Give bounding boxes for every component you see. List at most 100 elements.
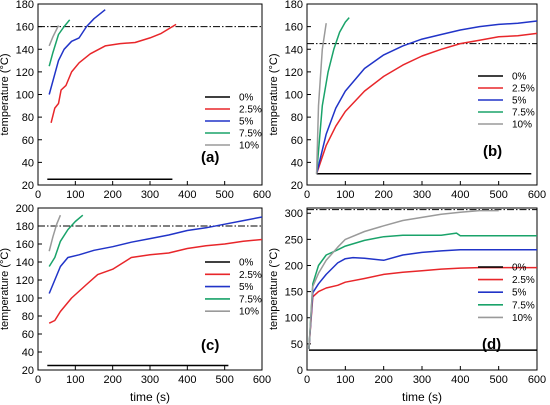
legend-label: 10% <box>239 141 259 152</box>
legend-label: 5% <box>239 117 254 128</box>
legend-label: 7.5% <box>239 294 262 305</box>
legend-label: 10% <box>512 313 532 324</box>
y-tick-label: 100 <box>285 313 303 325</box>
x-tick-label: 500 <box>215 374 233 386</box>
chart-panel-b: 0 100 200 300 400 500 600 20 40 60 80 100 120 140 160 1… <box>268 0 546 201</box>
x-tick-label: 300 <box>141 374 159 386</box>
y-tick-label: 120 <box>285 67 303 79</box>
x-tick-label: 500 <box>489 189 507 201</box>
y-tick-label: 180 <box>16 0 34 11</box>
legend-label: 2.5% <box>239 270 262 281</box>
legend-label: 5% <box>512 288 527 299</box>
series-line-5pct <box>49 10 105 95</box>
y-tick-label: 20 <box>22 365 34 377</box>
y-tick-label: 50 <box>291 339 303 351</box>
legend-label: 0% <box>239 258 254 269</box>
series-line-7-5pct <box>317 18 350 174</box>
plot-frame <box>307 4 537 185</box>
y-tick-label: 0 <box>297 365 303 377</box>
y-tick-label: 150 <box>285 287 303 299</box>
y-tick-label: 40 <box>22 347 34 359</box>
x-tick-label: 0 <box>35 374 41 386</box>
y-tick-label: 40 <box>291 157 303 169</box>
x-tick-label: 400 <box>178 374 196 386</box>
x-tick-label: 600 <box>528 189 546 201</box>
legend: 0%2.5%5%7.5%10% <box>205 93 262 152</box>
x-tick-label: 600 <box>253 374 271 386</box>
y-axis-label: temperature (°C) <box>0 53 11 135</box>
y-tick-label: 80 <box>22 112 34 124</box>
x-tick-label: 200 <box>374 374 392 386</box>
y-tick-label: 20 <box>291 180 303 192</box>
y-tick-label: 140 <box>16 44 34 56</box>
y-axis-label: temperature (°C) <box>268 248 280 330</box>
series-line-10pct <box>49 26 58 46</box>
y-tick-label: 120 <box>16 67 34 79</box>
legend-label: 7.5% <box>239 129 262 140</box>
series-line-10pct <box>309 211 499 350</box>
y-tick-label: 60 <box>22 329 34 341</box>
x-tick-label: 0 <box>304 189 310 201</box>
series-line-5pct <box>49 217 262 294</box>
legend-label: 0% <box>512 263 527 274</box>
panel-label: (c) <box>201 337 219 354</box>
y-axis-label: temperature (°C) <box>268 53 280 135</box>
x-tick-label: 0 <box>304 374 310 386</box>
y-tick-label: 160 <box>16 239 34 251</box>
x-tick-label: 100 <box>66 189 84 201</box>
plot-frame <box>38 208 262 370</box>
y-tick-label: 80 <box>291 112 303 124</box>
x-tick-label: 300 <box>413 374 431 386</box>
x-tick-label: 400 <box>178 189 196 201</box>
y-tick-label: 140 <box>16 257 34 269</box>
legend: 0%2.5%5%7.5%10% <box>478 72 535 131</box>
x-tick-label: 200 <box>103 374 121 386</box>
legend-label: 2.5% <box>239 105 262 116</box>
series-line-5pct <box>309 250 537 349</box>
plot-frame <box>38 4 262 185</box>
x-tick-label: 400 <box>451 374 469 386</box>
y-tick-label: 250 <box>285 234 303 246</box>
series-line-2-5pct <box>49 240 262 324</box>
y-tick-label: 100 <box>16 293 34 305</box>
x-tick-label: 100 <box>336 374 354 386</box>
y-tick-label: 60 <box>22 135 34 147</box>
series-line-2-5pct <box>317 33 537 173</box>
y-tick-label: 100 <box>16 90 34 102</box>
x-tick-label: 600 <box>528 374 546 386</box>
legend-label: 2.5% <box>512 275 535 286</box>
panel-label: (a) <box>201 149 219 166</box>
y-tick-label: 200 <box>285 260 303 272</box>
chart-panel-a: 0 100 200 300 400 500 600 20 40 60 80 100 120 140 160 1… <box>0 0 271 201</box>
y-tick-label: 20 <box>22 180 34 192</box>
x-tick-label: 100 <box>336 189 354 201</box>
panel-label: (b) <box>483 143 502 160</box>
y-tick-label: 140 <box>285 44 303 56</box>
x-axis-label: time (s) <box>402 390 442 404</box>
legend-label: 7.5% <box>512 300 535 311</box>
legend-label: 10% <box>512 120 532 131</box>
y-tick-label: 80 <box>22 311 34 323</box>
y-tick-label: 160 <box>285 22 303 34</box>
y-axis-label: temperature (°C) <box>0 248 11 330</box>
legend: 0%2.5% 5%7.5% 10% <box>478 263 535 324</box>
y-tick-label: 120 <box>16 275 34 287</box>
legend-label: 0% <box>512 72 527 83</box>
y-tick-label: 180 <box>16 221 34 233</box>
x-axis-label: time (s) <box>130 390 170 404</box>
legend-label: 7.5% <box>512 108 535 119</box>
legend-label: 2.5% <box>512 84 535 95</box>
series-line-2-5pct <box>51 24 176 122</box>
panel-label: (d) <box>482 336 501 353</box>
x-tick-label: 500 <box>215 189 233 201</box>
x-tick-label: 500 <box>489 374 507 386</box>
legend: 0%2.5%5%7.5%10% <box>205 258 262 318</box>
x-tick-label: 200 <box>103 189 121 201</box>
legend-label: 5% <box>512 96 527 107</box>
x-tick-label: 200 <box>374 189 392 201</box>
y-tick-label: 200 <box>16 203 34 215</box>
y-tick-label: 160 <box>16 22 34 34</box>
chart-panel-c: 0 100 200 300 400 500 600 20 40 60 80 100 120 140 160 1… <box>0 203 271 404</box>
x-tick-label: 100 <box>66 374 84 386</box>
